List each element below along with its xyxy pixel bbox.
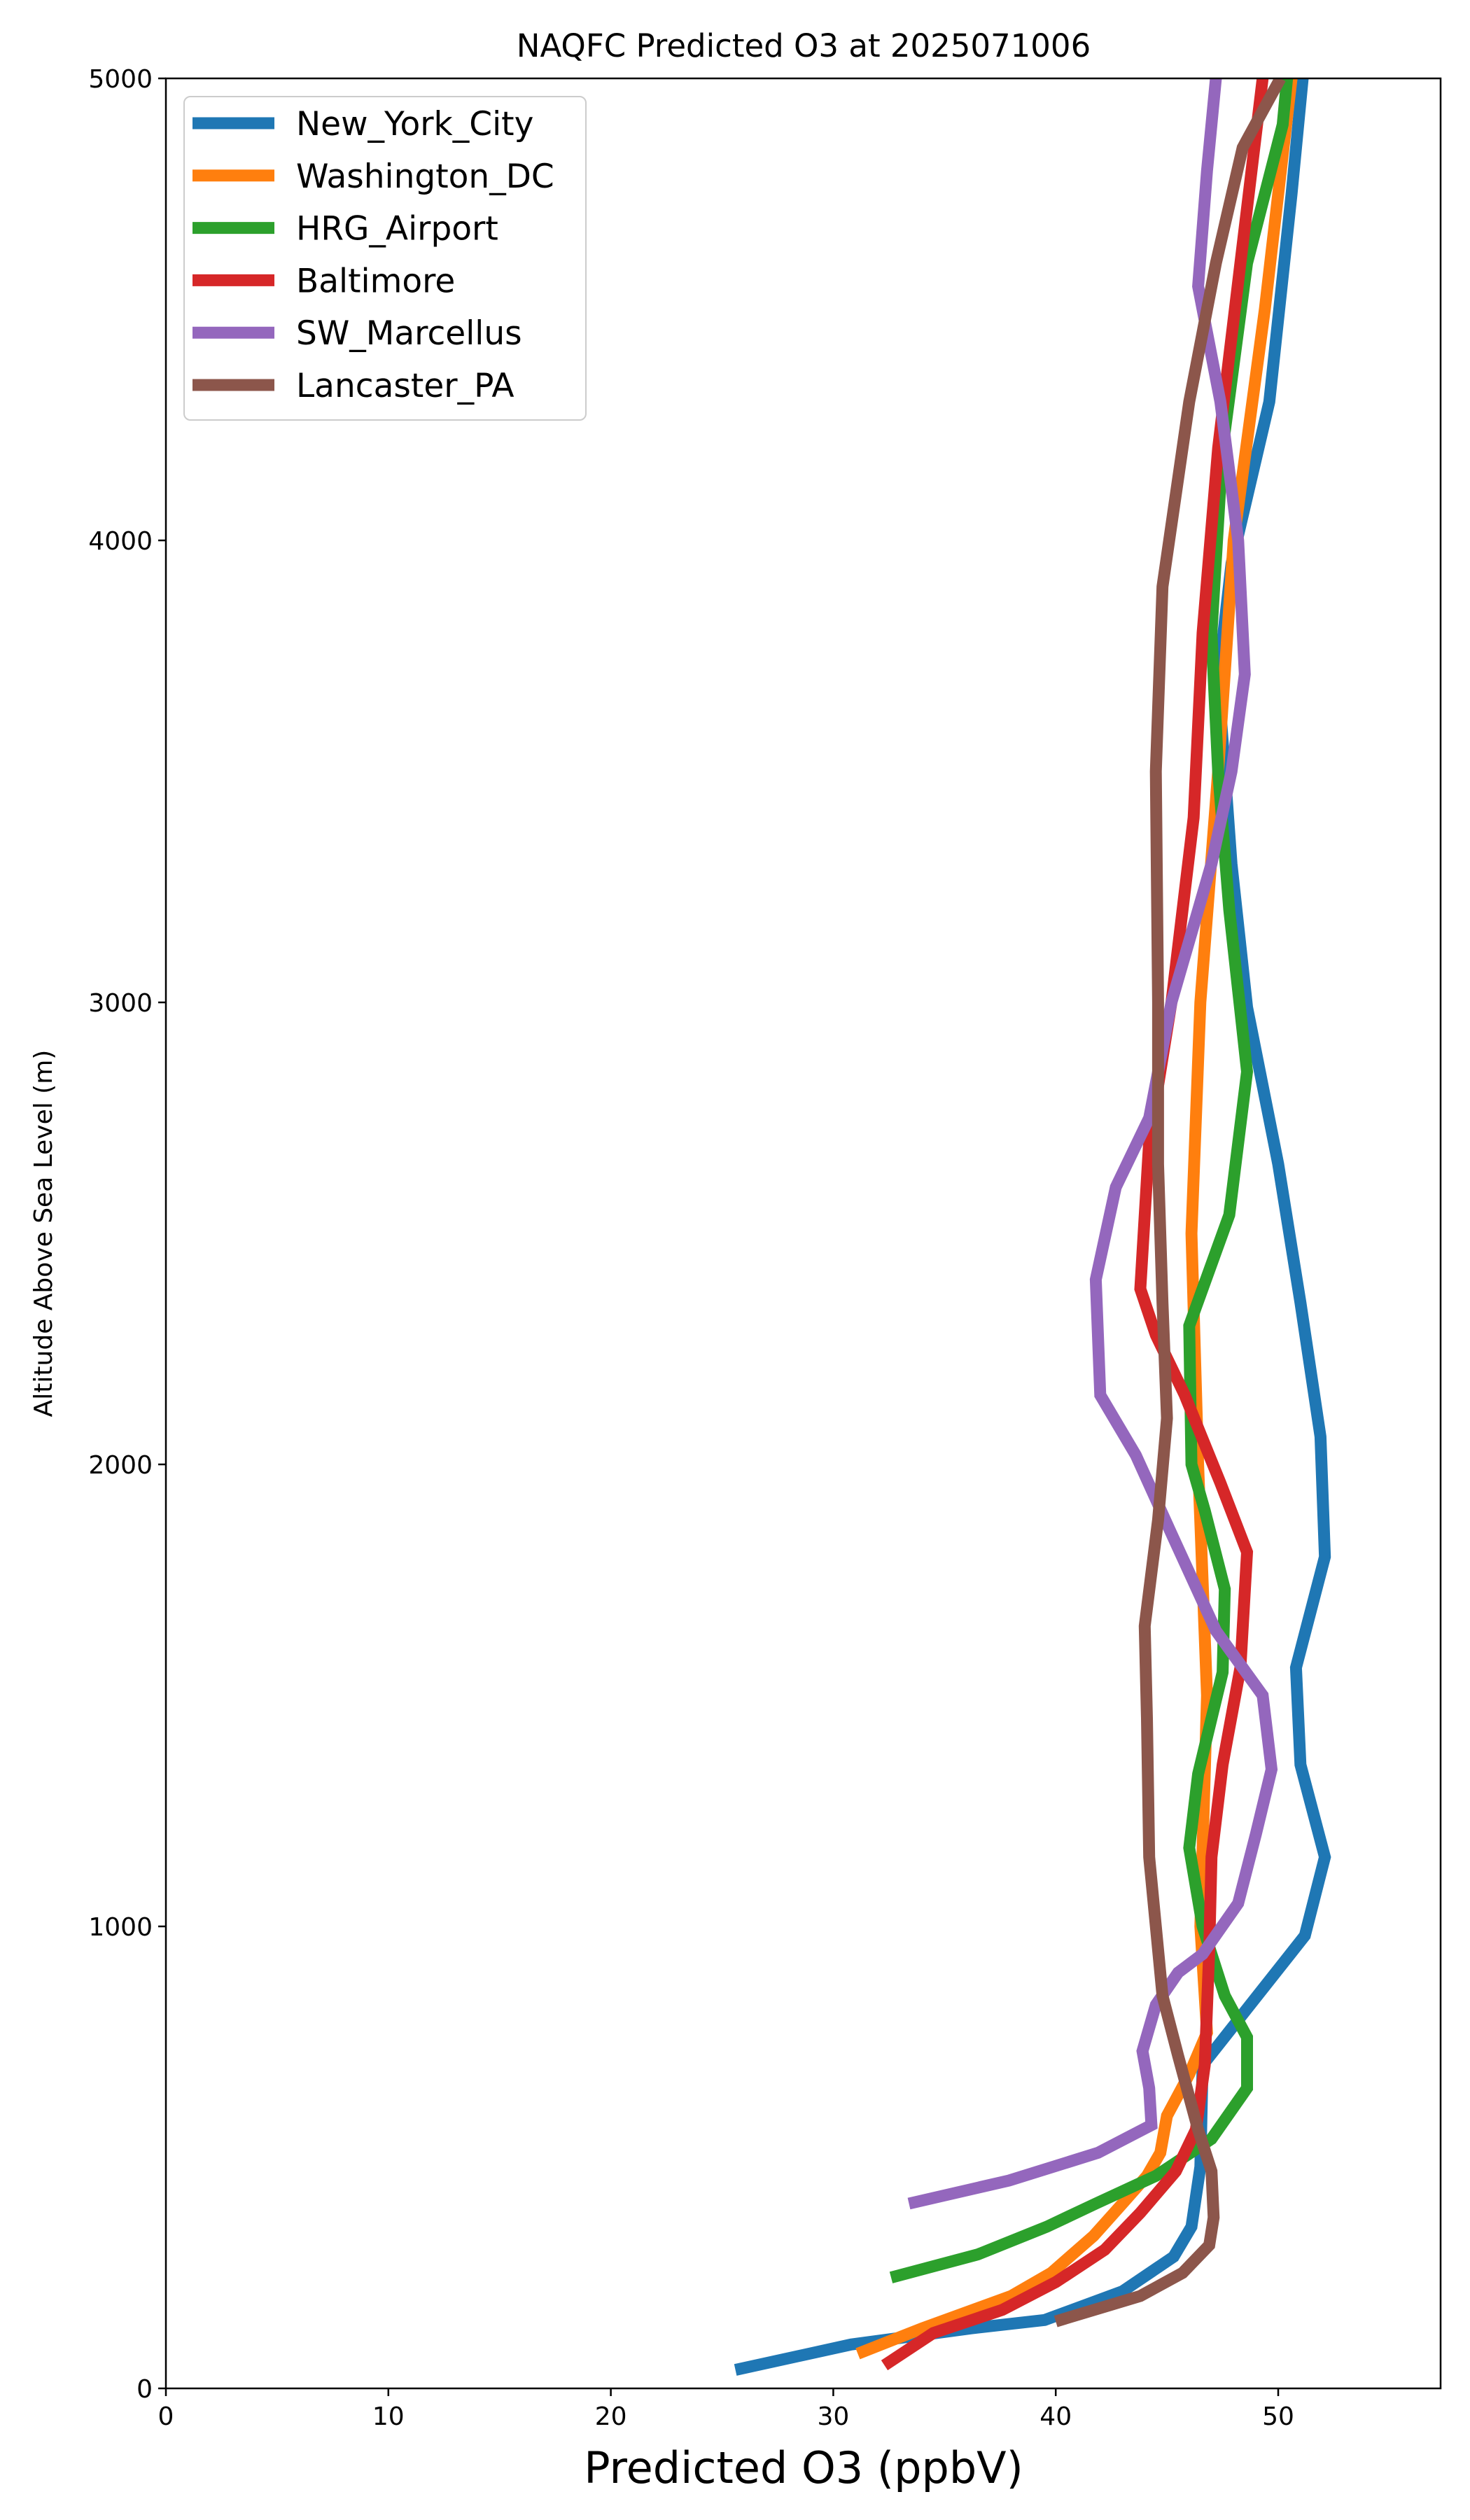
series-line-5 — [907, 78, 1278, 2210]
y-tick-label: 3000 — [88, 989, 153, 1018]
x-tick-label: 50 — [1262, 2402, 1294, 2431]
legend-label: SW_Marcellus — [296, 314, 522, 353]
series-line-6 — [1054, 78, 1286, 2328]
series-line-4 — [881, 78, 1269, 2371]
y-tick-label: 2000 — [88, 1451, 153, 1480]
x-tick-label: 0 — [158, 2402, 174, 2431]
plot-lines — [734, 78, 1331, 2376]
y-tick-label: 5000 — [88, 65, 153, 94]
chart-title: NAQFC Predicted O3 at 2025071006 — [517, 27, 1091, 64]
y-tick-label: 1000 — [88, 1913, 153, 1942]
y-axis-label: Altitude Above Sea Level (m) — [29, 1050, 58, 1418]
legend: New_York_City Washington_DC HRG_Airport Bal… — [183, 96, 587, 421]
legend-label: HRG_Airport — [296, 210, 498, 248]
legend-label: Baltimore — [296, 262, 455, 300]
axis-ticks: 0 10 20 30 40 50 0 1000 2000 3000 4000 5000 — [88, 65, 1294, 2431]
series-line-2 — [855, 78, 1298, 2360]
x-tick-label: 20 — [595, 2402, 627, 2431]
legend-frame — [183, 96, 587, 421]
series-line-3 — [889, 78, 1294, 2283]
y-tick-label: 0 — [136, 2375, 153, 2404]
x-tick-label: 10 — [372, 2402, 405, 2431]
legend-label: Lancaster_PA — [296, 367, 514, 405]
legend-label: Washington_DC — [296, 158, 554, 196]
legend-label: New_York_City — [296, 105, 533, 144]
x-tick-label: 40 — [1040, 2402, 1072, 2431]
y-tick-label: 4000 — [88, 527, 153, 556]
axes-frame — [164, 77, 1442, 2390]
x-axis-label: Predicted O3 (ppbV) — [584, 2442, 1023, 2493]
x-tick-label: 30 — [817, 2402, 849, 2431]
